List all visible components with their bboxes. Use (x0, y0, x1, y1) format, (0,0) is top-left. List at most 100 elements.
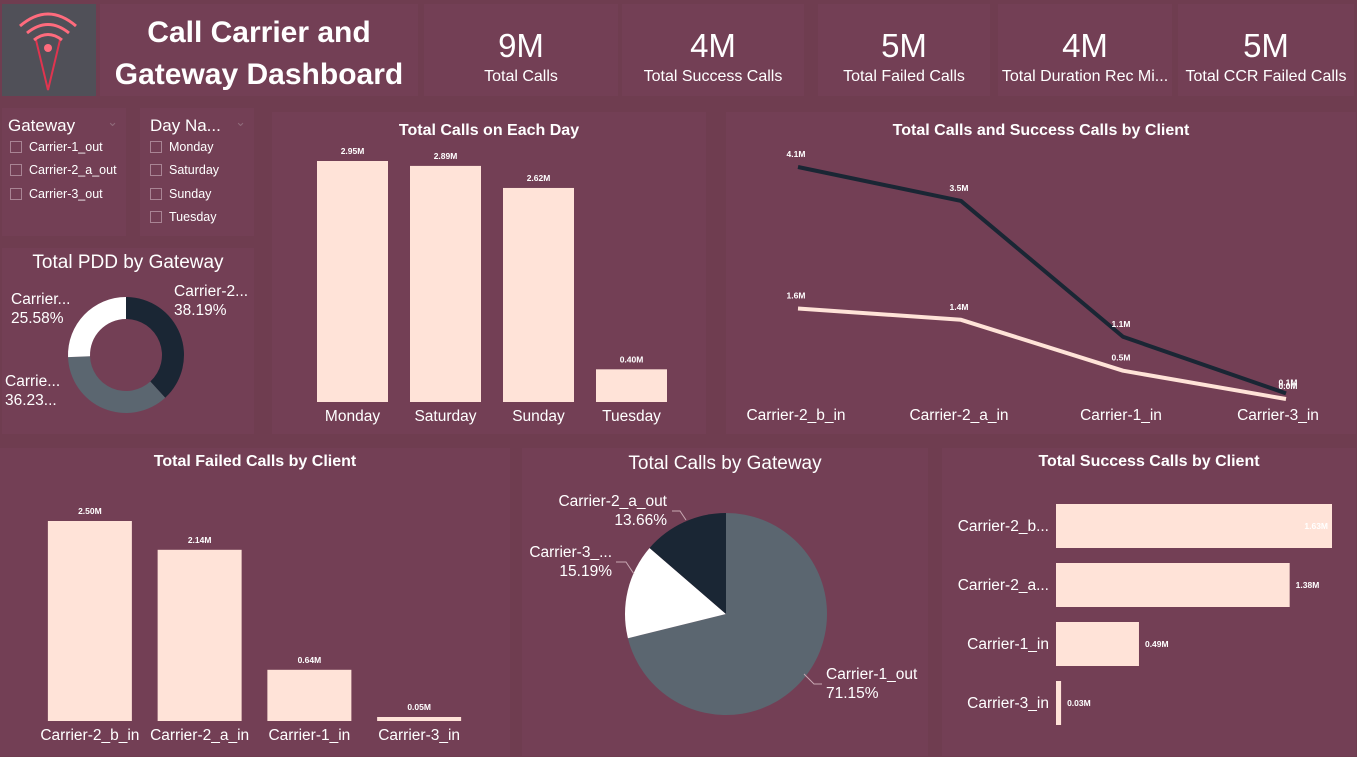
kpi-label: Total CCR Failed Calls (1185, 68, 1347, 85)
slicer-option-label: Monday (169, 140, 214, 154)
kpi-label: Total Failed Calls (843, 68, 965, 85)
slice-label: Carrier-2_a_out (558, 493, 667, 510)
bar (47, 521, 132, 721)
slicer-option-label: Carrier-2_a_out (29, 163, 117, 177)
pdd-donut-chart: Carrier-2... 38.19% Carrie... 36.23... Carri… (5, 283, 248, 413)
checkbox[interactable] (150, 164, 162, 176)
checkbox[interactable] (150, 141, 162, 153)
day-bar-chart: 2.95M Monday 2.89M Saturday 2.62M Sunday 0.40M… (317, 146, 667, 425)
kpi-value: 4M (1062, 27, 1108, 64)
x-tick-label: Monday (325, 408, 380, 425)
data-label: 1.6M (787, 290, 806, 300)
slicer-option-label: Sunday (169, 187, 212, 201)
checkbox[interactable] (10, 164, 22, 176)
slice-label: Carrie... (5, 373, 60, 390)
gateway-slicer-title: Gateway (8, 116, 76, 135)
x-tick-label: Carrier-2_b_in (746, 407, 845, 424)
chart-title: Total PDD by Gateway (32, 252, 224, 273)
pdd-donut-card: Total PDD by Gateway Carrier-2... 38.19% C… (2, 248, 254, 434)
checkbox[interactable] (150, 211, 162, 223)
data-label: 2.95M (341, 146, 365, 156)
data-label: 1.63M (1304, 521, 1328, 531)
data-label: 0.5M (1112, 353, 1131, 363)
kpi-total-ccr-failed-calls: 5M Total CCR Failed Calls (1178, 4, 1354, 96)
kpi-total-success-calls: 4M Total Success Calls (622, 4, 804, 96)
slicer-option-label: Tuesday (169, 210, 217, 224)
slicer-option[interactable]: Carrier-2_a_out (10, 163, 117, 177)
kpi-total-calls: 9M Total Calls (424, 4, 618, 96)
slicer-option[interactable]: Carrier-3_out (10, 187, 103, 201)
slice-label: Carrier-1_out (826, 666, 918, 683)
slicer-option[interactable]: Monday (150, 140, 213, 154)
gateway-pie-chart: Carrier-1_out 71.15% Carrier-3_... 15.19% Ca… (529, 493, 918, 715)
slice-percent: 13.66% (614, 512, 667, 529)
checkbox[interactable] (150, 188, 162, 200)
bar (1056, 622, 1139, 666)
donut-slice (126, 297, 184, 398)
slice-label: Carrier... (11, 291, 70, 308)
chart-title: Total Calls by Gateway (628, 453, 822, 474)
x-tick-label: Carrier-3_in (378, 727, 460, 744)
dashboard-title-card: Call Carrier and Gateway Dashboard (100, 4, 418, 96)
dashboard-title: Call Carrier and Gateway Dashboard (100, 12, 418, 96)
slice-label: Carrier-3_... (529, 544, 612, 561)
y-tick-label: Carrier-2_b... (958, 518, 1049, 535)
day-slicer: Day Na... ⌄ Monday Saturday Sunday Tuesd… (140, 108, 254, 236)
leader-line (616, 561, 635, 575)
slicer-option-label: Saturday (169, 163, 220, 177)
data-label: 3.5M (950, 183, 969, 193)
x-tick-label: Carrier-2_a_in (150, 727, 249, 744)
x-tick-label: Carrier-2_a_in (909, 407, 1008, 424)
bar (267, 669, 352, 721)
x-tick-label: Carrier-2_b_in (40, 727, 139, 744)
slicer-option[interactable]: Tuesday (150, 210, 216, 224)
kpi-label: Total Duration Rec Mi... (1001, 68, 1169, 85)
client-line-chart: 4.1M 3.5M 1.1M 0.1M 1.6M 1.4M 0.5M 0.0M Carrier-… (746, 149, 1319, 424)
kpi-total-duration: 4M Total Duration Rec Mi... (998, 4, 1172, 96)
data-label: 2.14M (188, 535, 212, 545)
failed-bar-chart: 2.50M Carrier-2_b_in 2.14M Carrier-2_a_in 0.… (40, 506, 462, 744)
slice-percent: 15.19% (559, 563, 612, 580)
leader-line (672, 510, 687, 521)
bar (503, 187, 574, 402)
bar (317, 161, 388, 402)
chart-title: Total Calls on Each Day (398, 122, 580, 139)
donut-slice (68, 356, 166, 413)
data-label: 2.89M (434, 151, 458, 161)
chart-title: Total Failed Calls by Client (153, 453, 357, 470)
wifi-neon-logo-icon (2, 4, 96, 96)
slicer-option-label: Carrier-1_out (29, 140, 103, 154)
slicer-option[interactable]: Saturday (150, 163, 219, 177)
checkbox[interactable] (10, 141, 22, 153)
slice-percent: 71.15% (826, 685, 879, 702)
x-tick-label: Carrier-1_in (1080, 407, 1162, 424)
y-tick-label: Carrier-2_a... (958, 577, 1049, 594)
x-tick-label: Carrier-3_in (1237, 407, 1319, 424)
pie-slice (627, 513, 827, 715)
bar (377, 717, 462, 721)
logo-card (2, 4, 96, 96)
series-line (797, 306, 1287, 401)
success-hbar-chart: 1.63M Carrier-2_b... 1.38M Carrier-2_a... 0.… (958, 504, 1332, 725)
data-label: 0.0M (1279, 381, 1298, 391)
slice-label: Carrier-2... (174, 283, 248, 300)
data-label: 2.62M (527, 173, 551, 183)
gateway-pie-card: Total Calls by Gateway Carrier-1_out 71.1… (522, 448, 928, 756)
chevron-down-icon[interactable]: ⌄ (235, 114, 246, 129)
slice-percent: 36.23... (5, 392, 57, 409)
data-label: 0.05M (407, 702, 431, 712)
pie-slice (625, 547, 726, 639)
slicer-option[interactable]: Carrier-1_out (10, 140, 103, 154)
checkbox[interactable] (10, 188, 22, 200)
donut-slice (67, 297, 126, 358)
kpi-value: 5M (881, 27, 927, 64)
title-line-1: Call Carrier and (147, 16, 371, 49)
kpi-value: 9M (498, 27, 544, 64)
slicer-option[interactable]: Sunday (150, 187, 211, 201)
y-tick-label: Carrier-1_in (967, 636, 1049, 653)
slicer-option-label: Carrier-3_out (29, 187, 103, 201)
kpi-label: Total Calls (484, 68, 558, 85)
data-label: 0.03M (1067, 698, 1091, 708)
chart-title: Total Calls and Success Calls by Client (892, 122, 1190, 139)
chevron-down-icon[interactable]: ⌄ (107, 114, 118, 129)
